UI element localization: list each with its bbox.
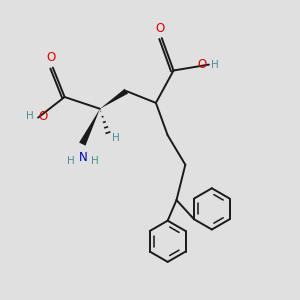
Text: H: H bbox=[67, 157, 74, 166]
Text: N: N bbox=[79, 152, 87, 164]
Text: H: H bbox=[26, 111, 34, 121]
Text: O: O bbox=[156, 22, 165, 34]
Polygon shape bbox=[100, 89, 128, 109]
Text: O: O bbox=[197, 58, 206, 71]
Text: H: H bbox=[112, 133, 120, 142]
Text: O: O bbox=[39, 110, 48, 123]
Text: H: H bbox=[91, 157, 98, 166]
Polygon shape bbox=[79, 109, 100, 146]
Text: O: O bbox=[47, 51, 56, 64]
Text: H: H bbox=[211, 60, 219, 70]
